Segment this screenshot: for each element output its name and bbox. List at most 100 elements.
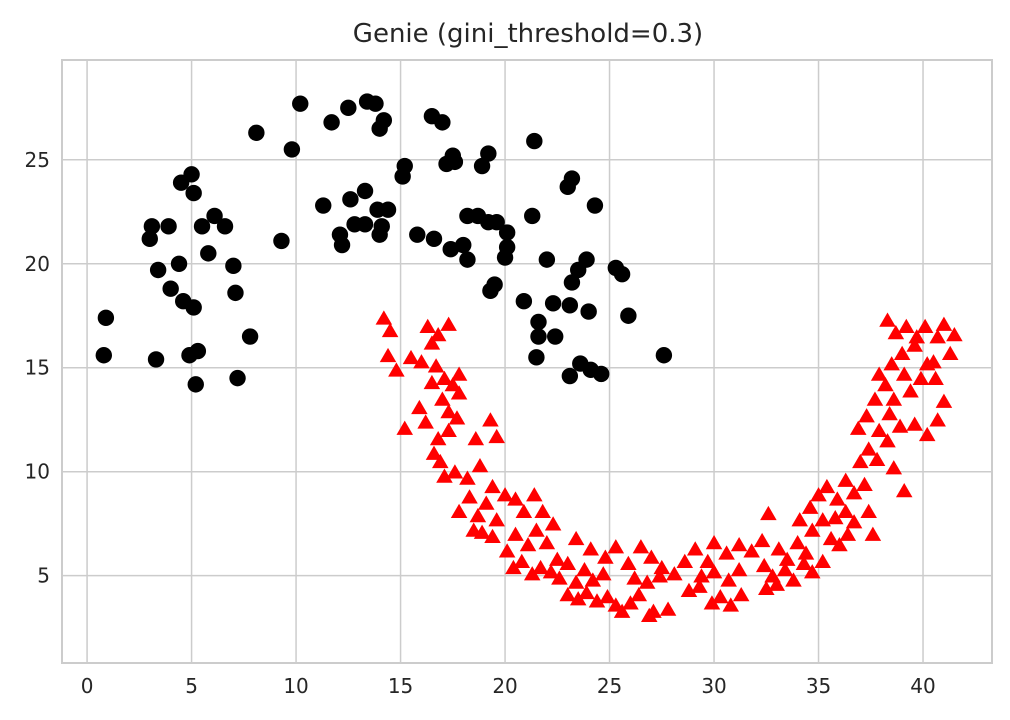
data-point-triangle <box>538 534 556 550</box>
x-tick-label: 30 <box>701 674 726 698</box>
data-point-triangle <box>488 512 505 527</box>
data-point-triangle <box>419 318 436 333</box>
data-point-triangle <box>482 412 499 427</box>
data-point-circle <box>530 328 547 345</box>
data-point-triangle <box>436 468 453 483</box>
data-point-triangle <box>450 385 468 400</box>
data-point-triangle <box>467 431 485 446</box>
data-point-triangle <box>927 370 944 385</box>
data-point-triangle <box>755 557 773 573</box>
data-point-triangle <box>578 584 595 600</box>
data-point-triangle <box>877 376 894 392</box>
data-point-circle <box>183 166 200 183</box>
data-point-circle <box>185 184 202 202</box>
data-point-circle <box>459 251 476 268</box>
data-point-triangle <box>705 534 723 550</box>
chart-title: Genie (gini_threshold=0.3) <box>353 19 703 49</box>
data-point-triangle <box>484 528 501 543</box>
data-point-circle <box>160 218 177 235</box>
data-point-triangle <box>801 499 819 514</box>
data-point-triangle <box>469 507 487 523</box>
data-point-circle <box>241 328 259 345</box>
data-point-circle <box>227 284 244 302</box>
data-point-circle <box>620 307 637 324</box>
data-point-circle <box>515 293 533 310</box>
data-point-triangle <box>686 541 704 556</box>
data-point-circle <box>409 226 426 243</box>
data-point-triangle <box>484 478 501 494</box>
data-point-triangle <box>440 403 457 419</box>
data-point-triangle <box>712 589 729 604</box>
data-point-triangle <box>544 516 562 531</box>
data-point-triangle <box>845 485 863 500</box>
data-point-triangle <box>856 476 873 492</box>
data-point-triangle <box>549 551 566 566</box>
data-point-triangle <box>584 572 602 587</box>
data-point-triangle <box>432 453 449 469</box>
data-point-triangle <box>559 555 577 571</box>
data-point-triangle <box>918 426 936 442</box>
data-point-triangle <box>814 553 831 568</box>
data-point-triangle <box>881 406 898 421</box>
data-point-circle <box>396 157 413 175</box>
data-point-triangle <box>885 460 903 475</box>
data-point-triangle <box>703 595 721 610</box>
data-point-triangle <box>597 549 614 564</box>
data-point-triangle <box>576 562 593 577</box>
data-point-triangle <box>620 555 637 571</box>
data-point-circle <box>340 99 357 117</box>
data-point-circle <box>524 207 541 225</box>
data-point-triangle <box>916 318 934 333</box>
data-point-triangle <box>797 545 815 560</box>
data-point-triangle <box>461 489 478 504</box>
x-tick-label: 5 <box>185 674 198 698</box>
data-point-triangle <box>946 327 963 342</box>
data-point-triangle <box>379 347 397 363</box>
data-point-circle <box>373 218 390 235</box>
data-point-circle <box>592 365 610 383</box>
data-point-triangle <box>471 458 489 473</box>
data-point-circle <box>586 197 604 214</box>
data-point-triangle <box>402 349 420 365</box>
data-point-triangle <box>870 422 888 437</box>
data-point-circle <box>283 141 301 158</box>
data-point-circle <box>498 224 516 241</box>
data-point-triangle <box>440 422 457 437</box>
data-point-circle <box>162 280 179 297</box>
data-point-triangle <box>935 316 953 331</box>
x-tick-label: 40 <box>910 674 935 698</box>
data-point-triangle <box>885 391 903 406</box>
data-point-triangle <box>567 574 585 589</box>
data-point-circle <box>193 218 211 235</box>
data-point-circle <box>561 297 579 314</box>
data-point-triangle <box>488 428 505 444</box>
data-point-circle <box>473 157 491 175</box>
data-point-triangle <box>630 586 648 602</box>
data-point-triangle <box>785 572 802 587</box>
data-point-circle <box>248 124 265 141</box>
plot-frame <box>61 59 993 664</box>
data-point-triangle <box>381 322 399 338</box>
data-point-triangle <box>925 354 942 369</box>
data-point-triangle <box>895 366 913 381</box>
data-point-triangle <box>691 578 708 593</box>
x-tick-label: 15 <box>388 674 413 698</box>
data-point-triangle <box>519 537 537 552</box>
data-point-triangle <box>879 312 896 327</box>
y-tick-label: 15 <box>25 356 50 380</box>
data-point-circle <box>147 351 165 368</box>
data-point-circle <box>425 230 443 248</box>
data-point-triangle <box>643 549 660 564</box>
data-point-triangle <box>866 391 884 406</box>
data-point-triangle <box>879 433 896 448</box>
data-point-circle <box>526 132 543 150</box>
data-point-triangle <box>718 545 735 560</box>
data-point-triangle <box>705 564 723 579</box>
data-point-triangle <box>446 464 464 479</box>
data-point-triangle <box>912 370 930 385</box>
data-point-triangle <box>826 510 844 525</box>
data-point-triangle <box>804 564 821 579</box>
data-point-triangle <box>651 568 668 583</box>
data-point-triangle <box>613 603 631 618</box>
data-point-triangle <box>507 526 524 541</box>
